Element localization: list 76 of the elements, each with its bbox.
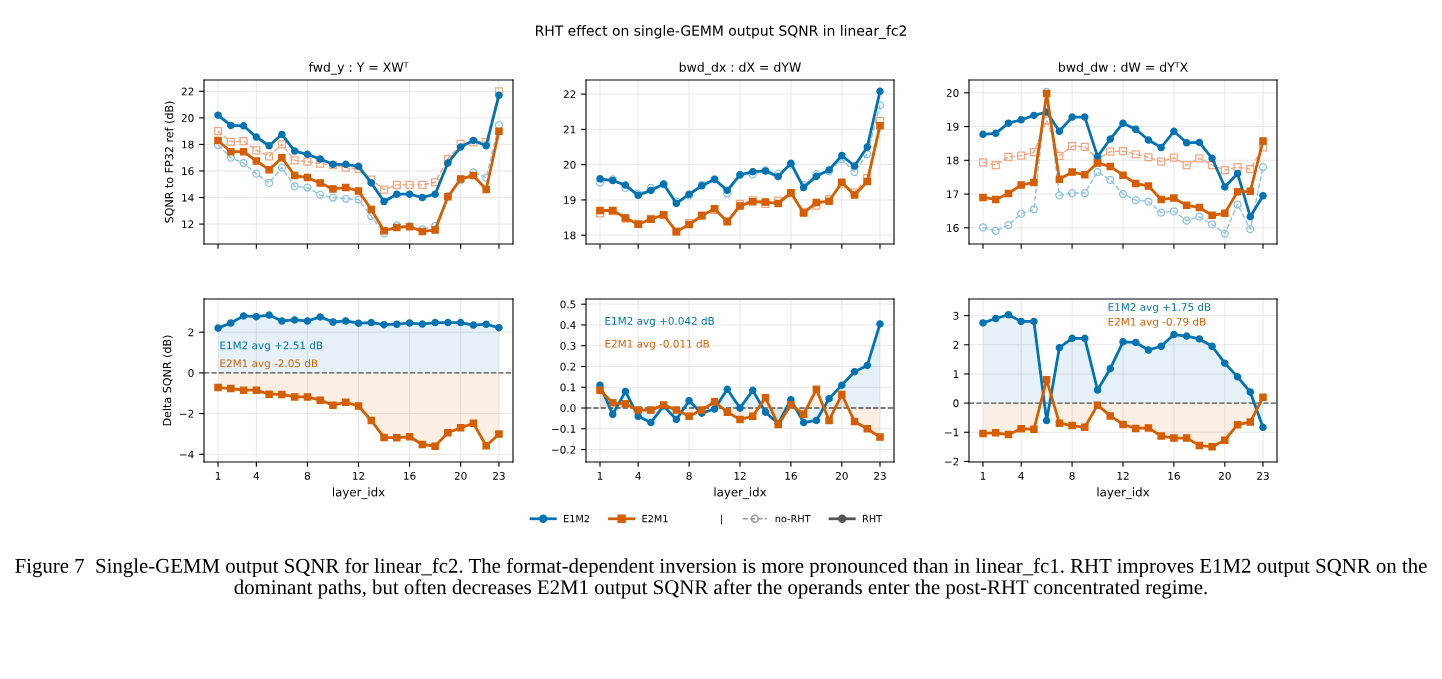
x-tick-label: 4	[253, 472, 260, 480]
y-tick-label: −2	[180, 409, 194, 418]
legend-label: RHT	[863, 515, 883, 523]
y-tick-label: 1	[953, 370, 959, 378]
x-axis-title: layer_idx	[1097, 487, 1150, 500]
x-tick-label: 20	[1218, 471, 1231, 480]
y-tick-label: 18	[182, 140, 194, 149]
x-axis-title: layer_idx	[332, 487, 385, 500]
y-tick-label: 22	[563, 90, 576, 99]
x-tick-label: 23	[1257, 471, 1269, 480]
annotation: E1M2 avg +2.51 dB	[220, 341, 323, 352]
x-tick-label: 16	[785, 471, 797, 480]
y-tick-label: 0.4	[560, 321, 576, 330]
y-tick-label: 18	[947, 156, 959, 165]
chart-title: bwd_dx : dX = dYW	[679, 62, 801, 75]
x-tick-label: 1	[215, 472, 221, 480]
annotation: E2M1 avg -0.79 dB	[1108, 317, 1206, 328]
y-tick-label: 21	[563, 125, 576, 134]
x-tick-label: 20	[835, 471, 848, 480]
y-tick-label: −0.2	[552, 445, 576, 454]
x-axis-title: layer_idx	[714, 487, 767, 500]
x-tick-label: 16	[1168, 471, 1180, 480]
x-tick-label: 23	[493, 471, 505, 480]
x-tick-label: 8	[1069, 471, 1075, 480]
x-tick-label: 12	[353, 471, 365, 480]
chart-title: bwd_dw : dW = dYᵀX	[1058, 62, 1188, 75]
y-tick-label: −0.1	[552, 425, 576, 433]
x-tick-label: 1	[980, 472, 986, 480]
x-tick-label: 23	[874, 471, 886, 480]
y-tick-label: 19	[564, 196, 576, 205]
y-tick-label: 18	[564, 231, 576, 240]
x-tick-label: 8	[304, 471, 311, 480]
x-tick-label: 12	[1117, 471, 1129, 480]
y-axis-title: SQNR to FP32 ref (dB)	[164, 101, 175, 223]
y-tick-label: 19	[947, 122, 959, 131]
y-tick-label: 0.1	[560, 383, 576, 392]
y-tick-label: 16	[182, 167, 194, 176]
y-tick-label: 17	[947, 190, 959, 199]
x-tick-label: 8	[686, 471, 692, 480]
annotation: E1M2 avg +1.75 dB	[1108, 302, 1211, 314]
y-tick-label: 20	[181, 114, 194, 122]
y-tick-label: 0.2	[560, 362, 576, 371]
x-tick-label: 4	[635, 472, 641, 480]
y-tick-label: 3	[953, 311, 959, 320]
y-tick-label: 14	[182, 193, 194, 202]
y-tick-label: −2	[945, 457, 959, 466]
y-tick-label: 0.0	[560, 404, 576, 413]
y-tick-label: 2	[188, 328, 194, 337]
y-tick-label: 0	[953, 399, 959, 408]
y-tick-label: −1	[945, 428, 959, 437]
annotation: E1M2 avg +0.042 dB	[605, 316, 714, 327]
y-tick-label: 16	[947, 224, 959, 232]
y-tick-label: −4	[180, 450, 194, 459]
y-tick-label: 12	[182, 220, 194, 229]
legend-label: no-RHT	[775, 515, 811, 523]
y-tick-label: 20	[563, 160, 576, 169]
x-tick-label: 4	[1018, 472, 1024, 480]
y-tick-label: 0	[188, 369, 194, 377]
annotation: E2M1 avg -0.011 dB	[605, 339, 709, 350]
annotation: E2M1 avg -2.05 dB	[220, 359, 318, 370]
legend-label: E1M2	[564, 514, 590, 523]
text: |	[721, 514, 723, 525]
y-axis-title: Delta SQNR (dB)	[162, 335, 173, 426]
x-tick-label: 1	[597, 472, 603, 480]
x-tick-label: 16	[404, 471, 416, 480]
x-tick-label: 12	[734, 471, 746, 480]
x-tick-label: 20	[454, 471, 467, 480]
legend-label: E2M1	[642, 514, 668, 523]
text: RHT effect on single-GEMM output SQNR in linear_fc2	[536, 25, 906, 39]
y-tick-label: 20	[946, 89, 959, 97]
y-tick-label: 0.3	[560, 341, 576, 350]
y-tick-label: 2	[953, 341, 959, 349]
y-tick-label: 0.5	[560, 300, 576, 309]
caption: Figure 7 Single-GEMM output SQNR for linear_fc2. The format-dependent inversion is more pronounced than in linear_fc1. RHT improves E1M2 output SQNR on the dominant paths, but often decreases E2M1 output SQNR after the operands enter the post-RHT concentrated regime.	[15, 558, 1427, 599]
y-tick-label: 22	[181, 87, 194, 96]
chart-title: fwd_y : Y = XWᵀ	[308, 62, 409, 75]
